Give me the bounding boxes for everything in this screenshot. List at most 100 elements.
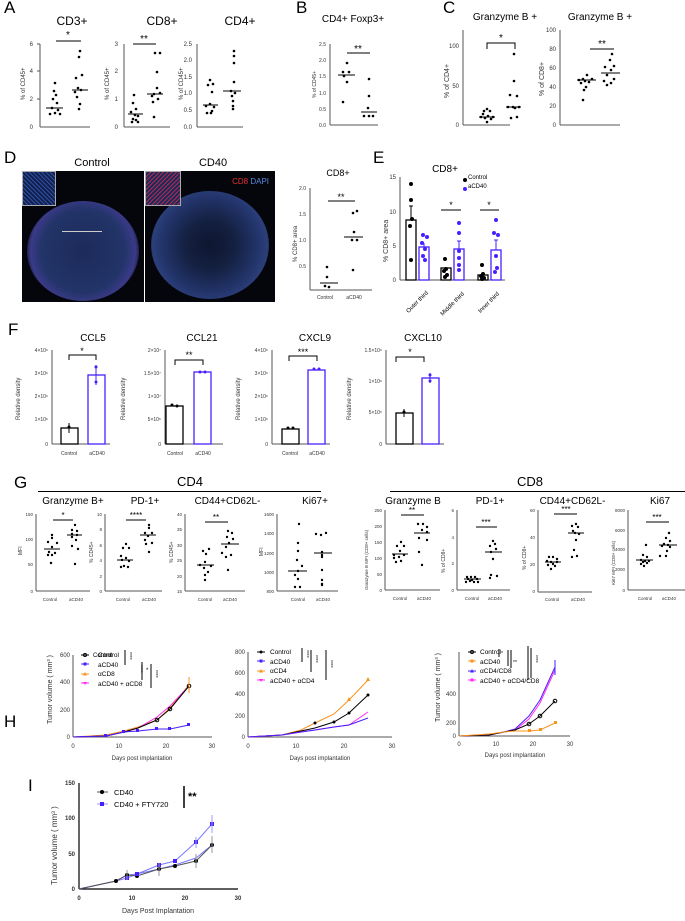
svg-text:0: 0 bbox=[115, 125, 119, 131]
svg-text:aCD40: aCD40 bbox=[309, 451, 325, 457]
svg-text:**: ** bbox=[409, 506, 415, 515]
svg-text:30: 30 bbox=[567, 742, 574, 748]
stain-dapi: DAPI bbox=[250, 177, 269, 186]
svg-text:**: ** bbox=[213, 513, 219, 522]
svg-text:aCD40: aCD40 bbox=[571, 597, 586, 602]
stain-legend: CD8 DAPI bbox=[232, 177, 269, 186]
h3-legend-acd4cd8: αCD4/CD8 bbox=[480, 668, 512, 675]
svg-text:4: 4 bbox=[30, 69, 34, 75]
svg-text:2000: 2000 bbox=[615, 567, 626, 572]
svg-text:6: 6 bbox=[30, 42, 34, 48]
svg-text:*: * bbox=[487, 200, 491, 210]
svg-text:2: 2 bbox=[99, 574, 102, 579]
svg-text:0: 0 bbox=[532, 589, 535, 594]
svg-text:100: 100 bbox=[65, 816, 76, 822]
svg-text:1.0: 1.0 bbox=[319, 91, 326, 97]
svg-text:50: 50 bbox=[452, 84, 459, 90]
svg-text:0: 0 bbox=[453, 734, 457, 740]
svg-text:1400: 1400 bbox=[264, 531, 275, 536]
svg-text:10: 10 bbox=[493, 742, 500, 748]
svg-text:1×10⁶: 1×10⁶ bbox=[255, 417, 268, 423]
svg-text:aCD40: aCD40 bbox=[488, 596, 503, 601]
svg-text:2.0: 2.0 bbox=[184, 58, 193, 64]
svg-text:4×10⁶: 4×10⁶ bbox=[255, 348, 268, 354]
svg-text:10: 10 bbox=[97, 512, 103, 517]
svg-text:Relative density: Relative density bbox=[16, 378, 22, 420]
svg-text:**: ** bbox=[185, 350, 193, 360]
svg-text:Tumor volume ( mm³ ): Tumor volume ( mm³ ) bbox=[50, 806, 59, 885]
g-cd4-title-pd1: PD-1+ bbox=[130, 496, 160, 507]
svg-text:****: **** bbox=[312, 655, 318, 663]
g-cd8-title-gzmb: Granzyme B bbox=[385, 496, 441, 507]
svg-text:2.5: 2.5 bbox=[184, 42, 193, 48]
svg-text:0.0: 0.0 bbox=[184, 125, 193, 131]
svg-text:4000: 4000 bbox=[615, 547, 626, 552]
svg-text:30: 30 bbox=[389, 744, 396, 750]
svg-text:3×10⁶: 3×10⁶ bbox=[35, 371, 48, 377]
h3-legend: Control aCD40 αCD4/CD8 aCD40 + αCD4/CD8 bbox=[480, 648, 539, 686]
panel-a-title-cd3: CD3+ bbox=[56, 14, 88, 28]
svg-text:aCD40: aCD40 bbox=[69, 597, 84, 602]
svg-text:20: 20 bbox=[341, 744, 348, 750]
svg-text:10: 10 bbox=[293, 744, 300, 750]
g-cd8-title-ki67: Ki67 bbox=[649, 496, 670, 507]
svg-text:Control: Control bbox=[116, 597, 131, 602]
svg-text:Days post implantation: Days post implantation bbox=[290, 756, 351, 762]
svg-text:2×10⁶: 2×10⁶ bbox=[255, 394, 268, 400]
svg-text:0: 0 bbox=[67, 735, 71, 741]
svg-text:1×10⁶: 1×10⁶ bbox=[369, 379, 382, 385]
svg-text:20: 20 bbox=[549, 104, 556, 110]
svg-text:2×10⁷: 2×10⁷ bbox=[148, 348, 161, 354]
svg-text:25: 25 bbox=[177, 558, 183, 563]
svg-text:1.0: 1.0 bbox=[299, 238, 306, 244]
svg-text:0: 0 bbox=[71, 744, 75, 750]
svg-text:5: 5 bbox=[393, 244, 397, 250]
svg-text:1.5: 1.5 bbox=[319, 74, 326, 80]
svg-text:2: 2 bbox=[451, 561, 454, 566]
panel-a-title-cd8: CD8+ bbox=[146, 14, 178, 28]
svg-text:0: 0 bbox=[72, 887, 76, 893]
svg-text:****: **** bbox=[126, 652, 132, 660]
h2-legend-acd40: aCD40 bbox=[270, 658, 291, 666]
svg-text:aCD40: aCD40 bbox=[142, 597, 157, 602]
svg-text:% of CD45+: % of CD45+ bbox=[179, 67, 185, 100]
svg-text:*: * bbox=[449, 200, 453, 210]
cd8-divider bbox=[390, 491, 685, 492]
svg-text:2.0: 2.0 bbox=[319, 58, 326, 64]
svg-text:% of CD45+: % of CD45+ bbox=[312, 71, 318, 98]
panel-label-e: E bbox=[373, 148, 385, 167]
svg-text:2: 2 bbox=[30, 97, 34, 103]
svg-text:MFI: MFI bbox=[18, 546, 24, 555]
svg-text:1: 1 bbox=[115, 97, 119, 103]
panel-f-title-ccl21: CCL21 bbox=[186, 333, 218, 344]
svg-text:40: 40 bbox=[549, 85, 556, 91]
svg-text:% CD8+ area: % CD8+ area bbox=[293, 225, 299, 262]
svg-text:15: 15 bbox=[177, 589, 183, 594]
inset-cd40 bbox=[145, 171, 181, 206]
svg-text:****: **** bbox=[130, 511, 142, 520]
svg-text:2.5: 2.5 bbox=[319, 42, 326, 48]
svg-text:0: 0 bbox=[77, 896, 81, 902]
svg-text:0.5: 0.5 bbox=[319, 107, 326, 113]
svg-text:6000: 6000 bbox=[615, 528, 626, 533]
svg-text:****: **** bbox=[152, 670, 158, 678]
svg-text:% of CD8+: % of CD8+ bbox=[522, 546, 528, 570]
svg-text:% of CD8+: % of CD8+ bbox=[441, 549, 447, 573]
svg-text:1×10⁷: 1×10⁷ bbox=[148, 394, 161, 400]
svg-text:***: *** bbox=[298, 347, 309, 357]
svg-text:6: 6 bbox=[451, 508, 454, 513]
svg-text:Control: Control bbox=[393, 596, 408, 601]
svg-text:% CD45+: % CD45+ bbox=[169, 541, 175, 563]
svg-text:800: 800 bbox=[266, 589, 274, 594]
svg-text:20: 20 bbox=[182, 896, 189, 902]
svg-text:0: 0 bbox=[45, 442, 48, 448]
svg-text:Ki67 MFI (CD8+ cells): Ki67 MFI (CD8+ cells) bbox=[611, 540, 616, 585]
inset-control bbox=[22, 171, 56, 206]
svg-text:10: 10 bbox=[129, 896, 136, 902]
panel-label-c: C bbox=[443, 0, 456, 17]
svg-text:0: 0 bbox=[158, 442, 161, 448]
svg-text:200: 200 bbox=[446, 721, 457, 727]
panel-d-title-cd40: CD40 bbox=[198, 157, 228, 169]
